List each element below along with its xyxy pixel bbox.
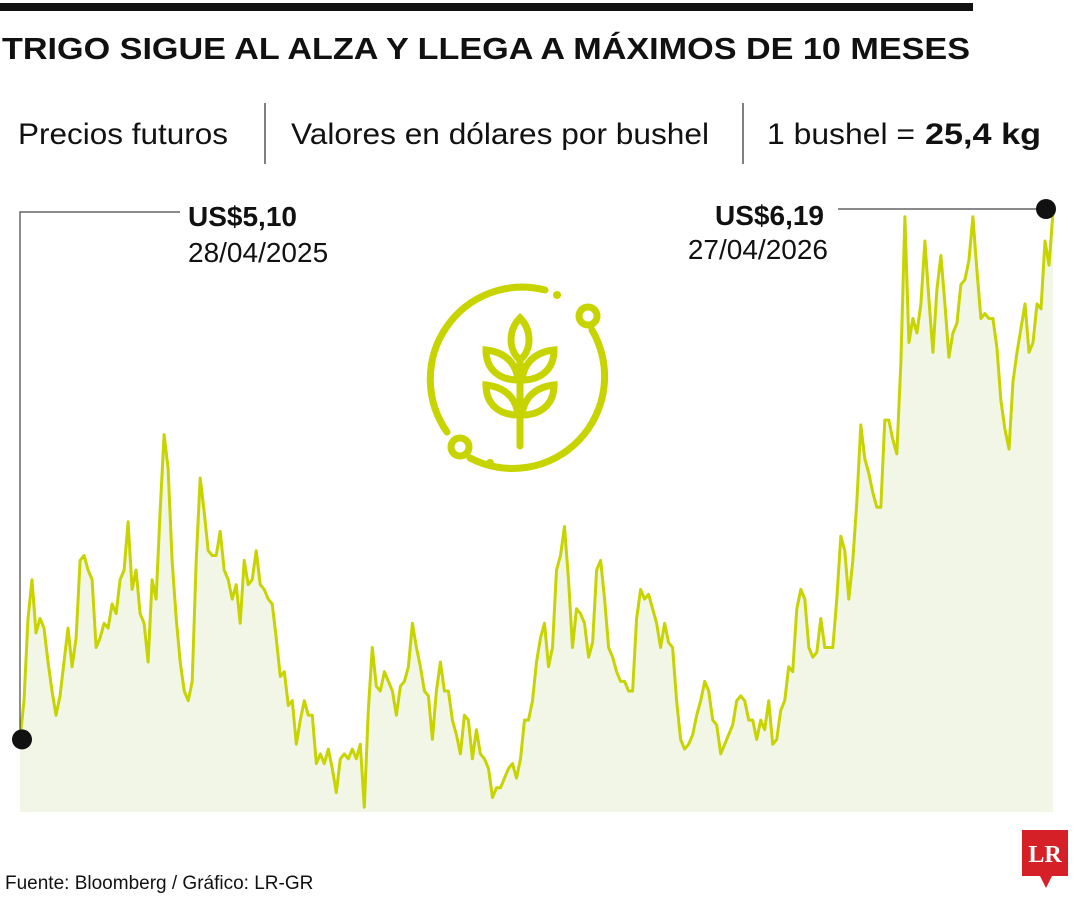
icon-dot <box>486 459 494 467</box>
icon-ring <box>447 434 473 460</box>
logo: LR <box>1028 842 1062 868</box>
icon-grain <box>507 313 533 365</box>
top-bar <box>0 3 973 11</box>
line <box>18 211 1055 809</box>
wheat-icon <box>426 283 609 472</box>
subtitle: Precios futuros <box>18 118 228 151</box>
icon-grain <box>518 346 558 384</box>
leader-line <box>19 211 180 740</box>
annotation-dot <box>12 729 32 750</box>
icon-arc <box>426 283 549 436</box>
icon-ring <box>575 303 601 329</box>
icon-arc <box>466 326 609 472</box>
annotation-date: 28/04/2025 <box>188 237 328 268</box>
unit-value: 25,4 kg <box>925 118 1041 151</box>
icon-grain <box>482 346 522 384</box>
annotation-label: US$5,10 <box>188 201 297 232</box>
icon-grain <box>482 381 522 419</box>
source: Fuente: Bloomberg / Gráfico: LR-GR <box>5 873 313 894</box>
plot <box>18 211 1055 812</box>
area <box>20 212 1053 812</box>
icon-dot <box>553 291 561 299</box>
unit-note: 1 bushel = <box>767 118 915 151</box>
icon-grain <box>518 381 558 419</box>
subtitle: Valores en dólares por bushel <box>291 118 709 151</box>
logo-box <box>1022 830 1068 888</box>
annotation-label: US$6,19 <box>715 200 824 231</box>
annotation-dot <box>1036 199 1056 219</box>
annotation-date: 27/04/2026 <box>688 234 828 265</box>
chart-title: TRIGO SIGUE AL ALZA Y LLEGA A MÁXIMOS DE… <box>2 31 970 66</box>
